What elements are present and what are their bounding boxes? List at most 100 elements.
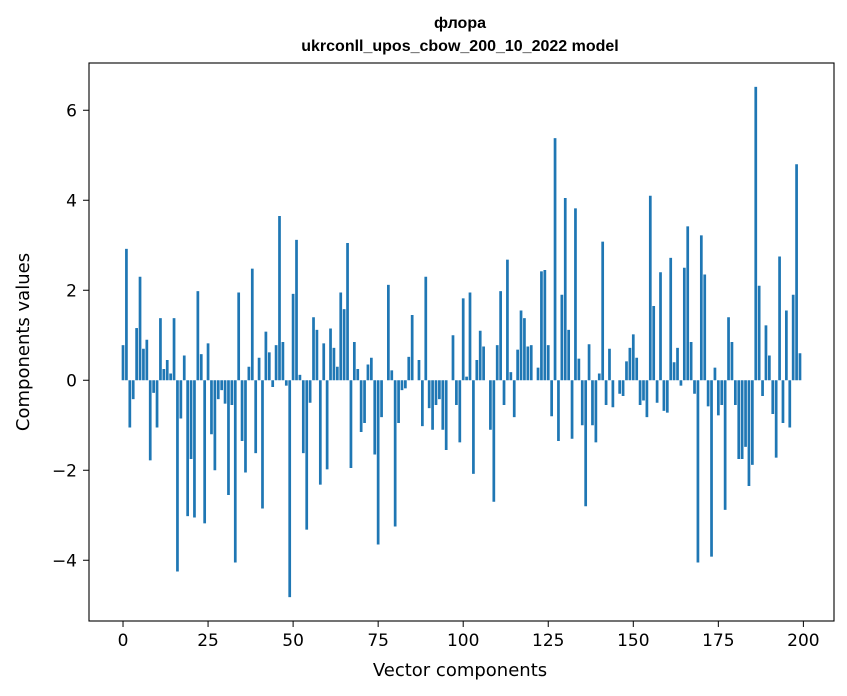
bar [400, 380, 404, 391]
bar [165, 360, 169, 381]
x-tick-label: 150 [617, 631, 649, 651]
bar [186, 380, 190, 517]
bar [220, 380, 224, 391]
bar [713, 367, 717, 381]
bar [148, 380, 152, 461]
bar [788, 380, 792, 428]
bar [567, 329, 571, 381]
bar [387, 284, 390, 381]
bar [335, 366, 339, 381]
bar [431, 380, 434, 430]
bar [580, 380, 584, 426]
bar [523, 318, 526, 381]
bar [543, 270, 547, 381]
bar [352, 342, 356, 381]
y-axis-ticks: −4 −2 0 2 4 6 [52, 101, 89, 571]
bar [512, 380, 516, 418]
bar [281, 342, 285, 381]
x-axis-ticks: 0 25 50 75 100 125 150 175 200 [118, 621, 820, 651]
bar [366, 364, 370, 381]
bar [397, 380, 400, 423]
bar [125, 248, 128, 381]
bar [274, 345, 278, 381]
bar [669, 257, 673, 381]
bar [587, 344, 591, 381]
bar [672, 362, 676, 381]
bar [740, 380, 744, 459]
bar [768, 355, 771, 381]
bar [342, 309, 346, 381]
bar [237, 292, 241, 381]
bar [628, 347, 632, 381]
bar [359, 380, 363, 432]
bar [410, 315, 414, 381]
bar [744, 380, 747, 447]
bar [393, 380, 397, 527]
bar [706, 380, 710, 407]
x-tick-label: 100 [447, 631, 479, 651]
bar [563, 198, 567, 381]
bar [233, 380, 237, 563]
bar [611, 380, 615, 408]
bar [754, 86, 758, 381]
bar [315, 329, 319, 381]
y-tick-label: 6 [66, 101, 77, 121]
bar [560, 294, 564, 381]
bar [482, 346, 485, 381]
bar [152, 380, 155, 393]
bar [121, 345, 125, 381]
bar [278, 216, 281, 381]
bar [390, 370, 394, 381]
x-tick-label: 0 [118, 631, 129, 651]
bar [257, 357, 261, 381]
bar [455, 380, 458, 405]
bar [444, 380, 448, 450]
bar [785, 310, 788, 381]
bar [655, 380, 659, 403]
bar [216, 380, 220, 400]
bar [495, 345, 499, 381]
bar [356, 369, 360, 381]
bar [597, 373, 601, 381]
bar [295, 239, 298, 381]
bar [621, 380, 625, 396]
y-tick-label: 0 [66, 371, 77, 391]
bar [553, 138, 557, 381]
bar [142, 348, 145, 381]
bar [540, 271, 543, 381]
bar [329, 328, 332, 381]
x-tick-label: 175 [702, 631, 734, 651]
bar [424, 276, 428, 381]
bar [213, 380, 217, 471]
x-axis-label: Vector components [373, 660, 547, 681]
bar [591, 380, 594, 426]
bar [795, 164, 798, 381]
bar [193, 380, 196, 518]
bar [458, 380, 462, 443]
bar [267, 352, 271, 381]
bar [509, 372, 513, 381]
bar [710, 380, 713, 557]
bar [502, 380, 506, 405]
y-tick-label: 2 [66, 281, 77, 301]
bar [206, 343, 210, 381]
bar [492, 380, 496, 502]
bar [417, 360, 421, 381]
bar [176, 380, 179, 572]
bar [407, 356, 411, 381]
bar [679, 380, 683, 386]
bar [645, 380, 649, 418]
bar [774, 380, 778, 458]
bar [376, 380, 380, 545]
bar [584, 380, 588, 507]
x-tick-label: 75 [367, 631, 389, 651]
bar [751, 380, 754, 465]
bar [162, 369, 166, 381]
bar [631, 334, 635, 381]
bar [730, 342, 734, 381]
bar [516, 349, 519, 381]
bar [686, 226, 690, 381]
bar [594, 380, 598, 443]
bar [128, 380, 132, 428]
bar [757, 285, 761, 381]
